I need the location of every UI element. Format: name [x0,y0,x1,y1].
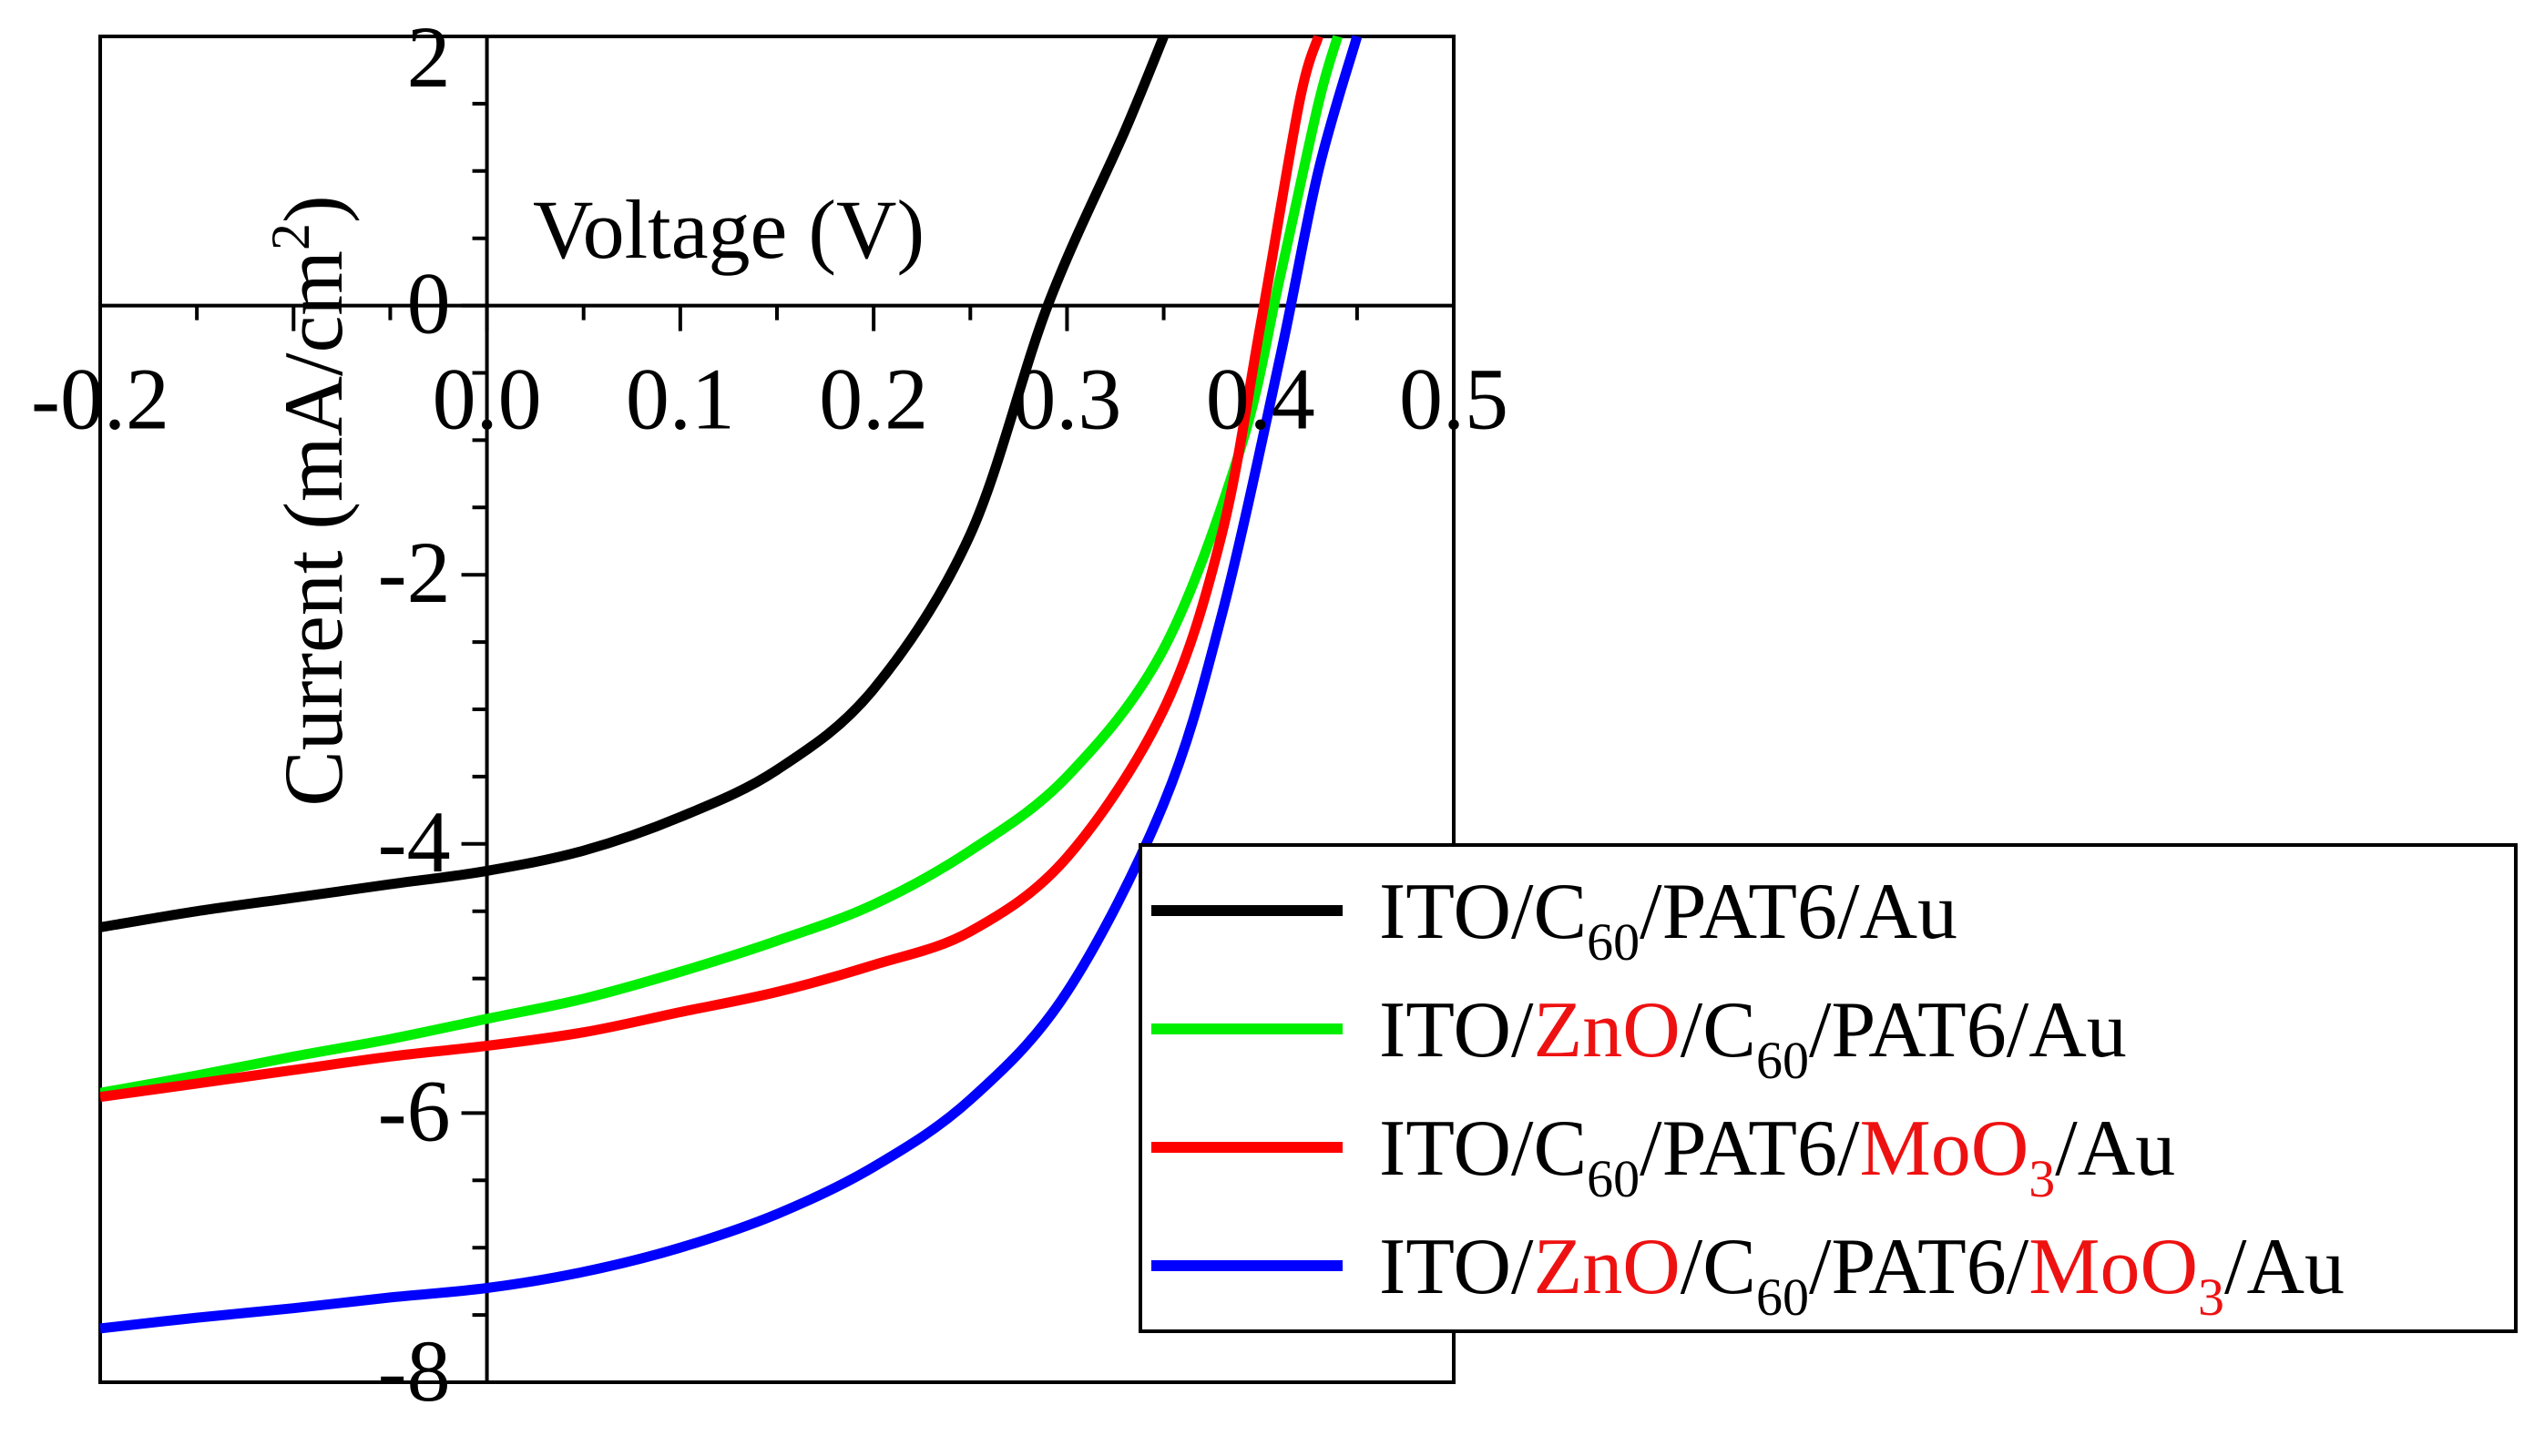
x-tick-label: -0.2 [31,351,169,448]
legend-label: ITO/ZnO/C60/PAT6/Au [1379,986,2127,1090]
y-axis-title: Current (mA/cm2) [261,195,360,806]
legend: ITO/C60/PAT6/Au ITO/ZnO/C60/PAT6/Au ITO/C6… [1139,843,2518,1333]
axis-labels-layer: -0.2 0.0 0.1 0.2 0.3 0.4 0.5 2 0 -2 -4 -6 -8 Voltage … [31,8,1508,1420]
plot-frame [98,35,1456,1384]
y-tick-label: -2 [378,524,451,621]
x-tick-label: 0.3 [1012,351,1121,448]
y-tick-label: 2 [407,8,451,106]
legend-label: ITO/C60/PAT6/Au [1379,868,1957,972]
x-tick-label: 0.4 [1206,351,1315,448]
x-tick-label: 0.5 [1399,351,1508,448]
y-tick-label: 0 [407,255,451,352]
axes-layer [98,35,1456,1384]
series-line-4 [100,35,1363,1334]
series-layer [100,35,1363,1334]
legend-label: ITO/C60/PAT6/MoO3/Au [1379,1105,2175,1208]
x-tick-label: 0.2 [819,351,928,448]
x-tick-label: 0.1 [626,351,735,448]
x-tick-label: 0.0 [433,351,542,448]
series-line-2 [100,35,1343,1098]
legend-box [1139,843,2518,1333]
series-line-1 [100,35,1169,932]
legend-label: ITO/ZnO/C60/PAT6/MoO3/Au [1379,1223,2345,1327]
series-line-3 [100,35,1323,1103]
x-axis-title: Voltage (V) [533,183,925,276]
y-tick-label: -4 [378,793,451,891]
y-tick-label: -6 [378,1062,451,1159]
y-tick-label: -8 [378,1322,451,1420]
